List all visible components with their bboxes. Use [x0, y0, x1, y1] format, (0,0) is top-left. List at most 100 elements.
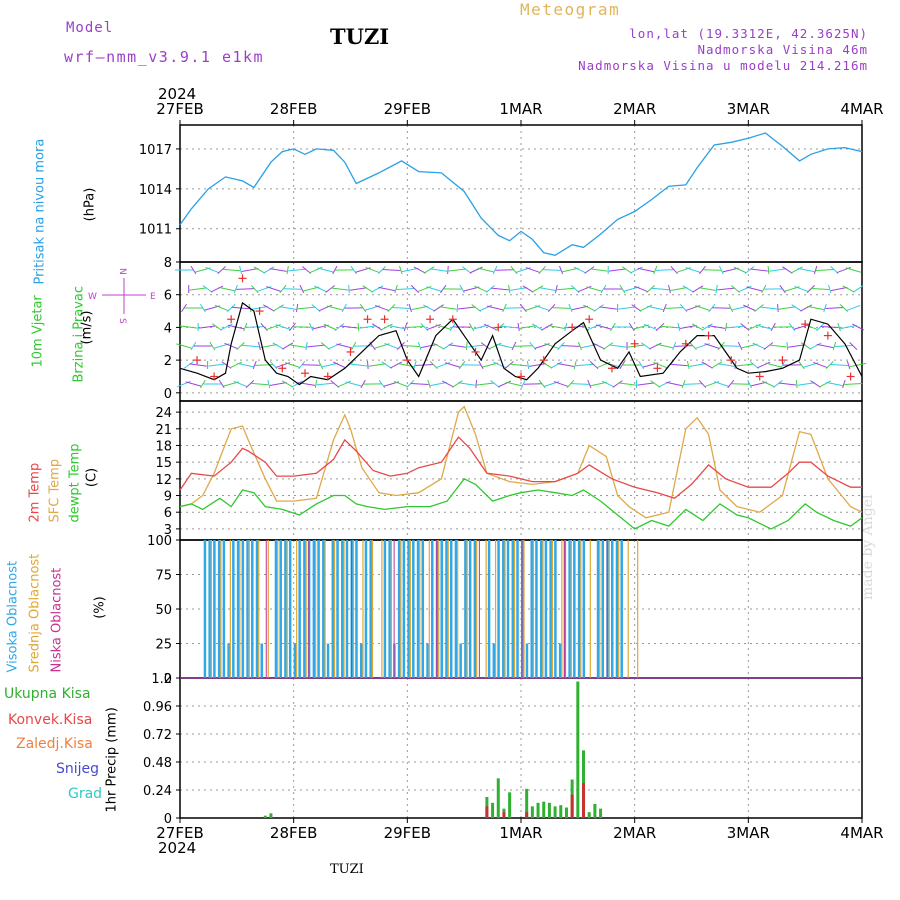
- total-precip-bar: [491, 802, 495, 818]
- x-tick-label-bottom: 27FEB: [156, 824, 203, 842]
- wind-arrow: [672, 341, 677, 351]
- wind-arrow: [750, 381, 768, 387]
- high-cloud-bar: [341, 540, 344, 678]
- y-tick-label: 100: [147, 534, 172, 549]
- wind-arrow: [722, 267, 739, 273]
- wind-arrow: [449, 322, 456, 332]
- wind-arrow: [830, 363, 849, 367]
- y-tick-label: 50: [155, 603, 172, 618]
- wind-arrow: [498, 380, 511, 388]
- wind-arrow: [573, 360, 577, 370]
- wind-arrow: [534, 305, 550, 311]
- wind-arrow: [448, 344, 467, 348]
- high-cloud-bar: [388, 540, 391, 678]
- high-cloud-bar: [284, 540, 287, 678]
- conv-precip-bar: [485, 806, 489, 818]
- x-tick-label-bottom: 4MAR: [840, 824, 883, 842]
- high-cloud-bar: [369, 540, 372, 678]
- high-cloud-bar: [345, 540, 349, 678]
- wind-arrow: [724, 322, 728, 332]
- high-cloud-bar: [464, 540, 467, 678]
- wind-arrow: [797, 267, 815, 273]
- wind-arrow: [323, 323, 337, 331]
- wind-arrow: [643, 323, 658, 331]
- wind-arrow: [245, 380, 255, 388]
- wind-arrow: [241, 344, 259, 348]
- wind-arrow: [547, 325, 565, 329]
- wind-arrow: [496, 343, 513, 349]
- high-cloud-bar: [402, 540, 406, 678]
- wind-arrow: [509, 363, 528, 367]
- wind-arrow: [381, 361, 392, 369]
- wind-arrow: [340, 325, 358, 329]
- elevation-label: Nadmorska Visina 46m: [697, 42, 868, 57]
- y-tick-label: 18: [155, 439, 172, 454]
- high-cloud-bar: [492, 643, 496, 678]
- wind-arrow: [647, 305, 664, 311]
- wind-arrow: [179, 325, 198, 329]
- wind-arrow: [581, 343, 598, 349]
- wind-arrow: [846, 304, 861, 312]
- wind-arrow: [406, 379, 415, 389]
- x-year-bottom: 2024: [158, 839, 196, 857]
- wind-arrow: [288, 344, 306, 348]
- high-cloud-bar: [544, 540, 548, 678]
- wind-arrow: [440, 284, 447, 294]
- wind-arrow: [830, 265, 839, 275]
- wind-arrow: [378, 379, 386, 389]
- wind-arrow: [181, 303, 187, 313]
- wind-arrow: [809, 342, 822, 350]
- wind-arrow: [229, 361, 243, 369]
- wind-arrow: [612, 380, 623, 388]
- wind-arrow: [813, 265, 818, 275]
- wind-arrow: [728, 303, 734, 313]
- wind-arrow: [727, 379, 735, 389]
- wind-arrow: [538, 379, 546, 389]
- wind-arrow: [183, 361, 194, 369]
- wind-arrow: [469, 266, 483, 274]
- wind-arrow: [500, 325, 519, 329]
- wind-arrow: [708, 303, 716, 313]
- wind-arrow: [736, 363, 754, 367]
- wind-arrow: [307, 344, 325, 348]
- wind-arrow: [445, 362, 461, 368]
- wind-arrow: [413, 266, 426, 274]
- wind-arrow: [547, 303, 556, 313]
- wind-arrow: [266, 286, 281, 292]
- wind-arrow: [744, 266, 755, 274]
- wind-arrow: [732, 305, 749, 311]
- wind-arrow: [272, 342, 285, 350]
- wind-arrow: [433, 304, 444, 312]
- wind-arrow: [746, 286, 763, 292]
- y-tick-label: 0: [164, 672, 172, 687]
- wind-arrow: [417, 341, 422, 351]
- y-tick-label: 0.96: [143, 700, 172, 715]
- conv-precip-bar: [502, 812, 506, 818]
- y-tick-label: 4: [164, 321, 172, 336]
- high-cloud-bar: [440, 540, 443, 678]
- wind-arrow: [368, 363, 386, 367]
- wind-arrow: [349, 287, 368, 291]
- wind-arrow: [415, 363, 434, 367]
- high-cloud-bar: [459, 643, 462, 678]
- wind-arrow: [553, 381, 569, 387]
- high-cloud-bar: [227, 643, 230, 678]
- wind-arrow: [384, 342, 399, 350]
- dewpoint-line: [179, 477, 863, 530]
- wind-arrow: [359, 303, 367, 313]
- wind-arrow: [570, 383, 589, 385]
- wind-arrow: [406, 325, 424, 329]
- wind-arrow: [322, 362, 339, 368]
- high-cloud-bar: [274, 540, 278, 678]
- y-tick-label: 6: [164, 289, 172, 304]
- x-tick-label-top: 1MAR: [499, 100, 542, 118]
- wind-speed-line: [179, 301, 863, 386]
- wind-arrow: [411, 305, 428, 311]
- wind-arrow: [239, 265, 242, 275]
- wind-arrow: [834, 344, 853, 348]
- wind-arrow: [226, 304, 236, 312]
- x-tick-label-top: 2MAR: [613, 100, 656, 118]
- wind-arrow: [701, 361, 713, 369]
- wind-arrow: [653, 265, 658, 275]
- total-precip-bar: [553, 806, 557, 818]
